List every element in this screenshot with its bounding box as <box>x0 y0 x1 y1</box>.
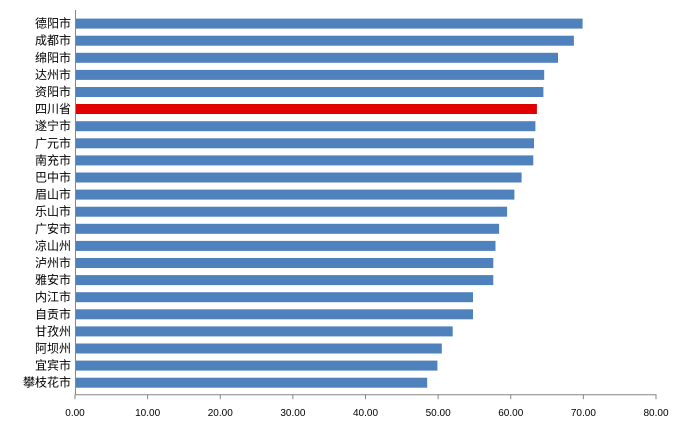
x-axis: 0.00 10.00 20.00 30.00 40.00 50.00 60.00 70.00 8… <box>65 10 669 419</box>
category-label: 甘孜州 <box>35 324 71 338</box>
x-tick-label: 50.00 <box>426 408 451 419</box>
bar <box>76 292 473 303</box>
category-label: 阿坝州 <box>35 342 71 356</box>
bar <box>76 121 536 132</box>
category-label: 四川省 <box>35 102 71 116</box>
category-label: 内江市 <box>35 289 71 304</box>
bar <box>76 172 522 183</box>
category-label: 达州市 <box>35 67 71 82</box>
bars-layer <box>76 18 583 388</box>
bar <box>76 155 534 166</box>
x-tick-label: 20.00 <box>208 408 233 419</box>
bar <box>76 275 494 286</box>
category-label: 眉山市 <box>35 187 71 202</box>
bar <box>76 35 574 46</box>
category-label: 广元市 <box>35 135 71 150</box>
category-label: 广安市 <box>35 221 71 236</box>
bar <box>76 309 473 320</box>
bar-highlight <box>76 104 537 114</box>
bar <box>76 258 494 268</box>
category-label: 攀枝花市 <box>23 375 71 390</box>
category-label: 资阳市 <box>35 84 71 99</box>
bar <box>76 138 534 149</box>
category-label: 遂宁市 <box>35 118 71 133</box>
bar <box>76 360 438 371</box>
category-label: 自贡市 <box>35 306 71 321</box>
category-label: 巴中市 <box>35 170 71 185</box>
category-label: 成都市 <box>35 33 71 48</box>
category-label: 宜宾市 <box>35 358 71 373</box>
x-tick-label: 40.00 <box>353 408 378 419</box>
bar <box>76 240 496 251</box>
category-label: 泸州市 <box>35 255 71 270</box>
category-label: 雅安市 <box>35 272 71 287</box>
x-tick-label: 10.00 <box>135 408 160 419</box>
bar <box>76 206 508 217</box>
category-label: 乐山市 <box>35 204 71 219</box>
bar <box>76 326 453 337</box>
bar <box>76 343 442 354</box>
bar <box>76 69 545 80</box>
bar <box>76 223 500 234</box>
bar <box>76 18 583 29</box>
x-tick-label: 0.00 <box>65 408 85 419</box>
x-tick-label: 80.00 <box>643 408 668 419</box>
x-tick-label: 60.00 <box>498 408 523 419</box>
category-label: 南充市 <box>35 152 71 167</box>
bar <box>76 189 515 200</box>
x-tick-label: 30.00 <box>280 408 305 419</box>
category-label: 绵阳市 <box>35 50 71 65</box>
bar <box>76 52 558 63</box>
category-label: 凉山州 <box>35 238 71 253</box>
category-label: 德阳市 <box>35 16 71 31</box>
x-tick-label: 70.00 <box>571 408 596 419</box>
bar <box>76 87 544 97</box>
category-labels: 德阳市成都市绵阳市达州市资阳市四川省遂宁市广元市南充市巴中市眉山市乐山市广安市凉… <box>23 16 71 390</box>
bar <box>76 377 428 388</box>
